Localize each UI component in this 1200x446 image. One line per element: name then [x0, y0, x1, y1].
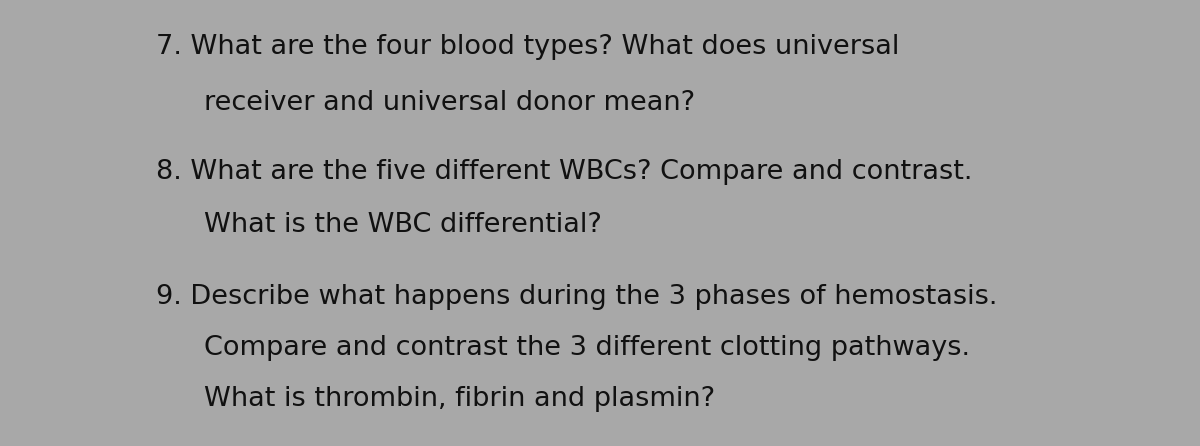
Text: What is thrombin, fibrin and plasmin?: What is thrombin, fibrin and plasmin? — [204, 386, 715, 412]
Text: What is the WBC differential?: What is the WBC differential? — [204, 212, 602, 238]
Text: 7. What are the four blood types? What does universal: 7. What are the four blood types? What d… — [156, 34, 899, 60]
Text: 8. What are the five different WBCs? Compare and contrast.: 8. What are the five different WBCs? Com… — [156, 159, 972, 185]
Text: receiver and universal donor mean?: receiver and universal donor mean? — [204, 90, 695, 116]
Text: Compare and contrast the 3 different clotting pathways.: Compare and contrast the 3 different clo… — [204, 335, 970, 361]
Text: 9. Describe what happens during the 3 phases of hemostasis.: 9. Describe what happens during the 3 ph… — [156, 284, 997, 310]
